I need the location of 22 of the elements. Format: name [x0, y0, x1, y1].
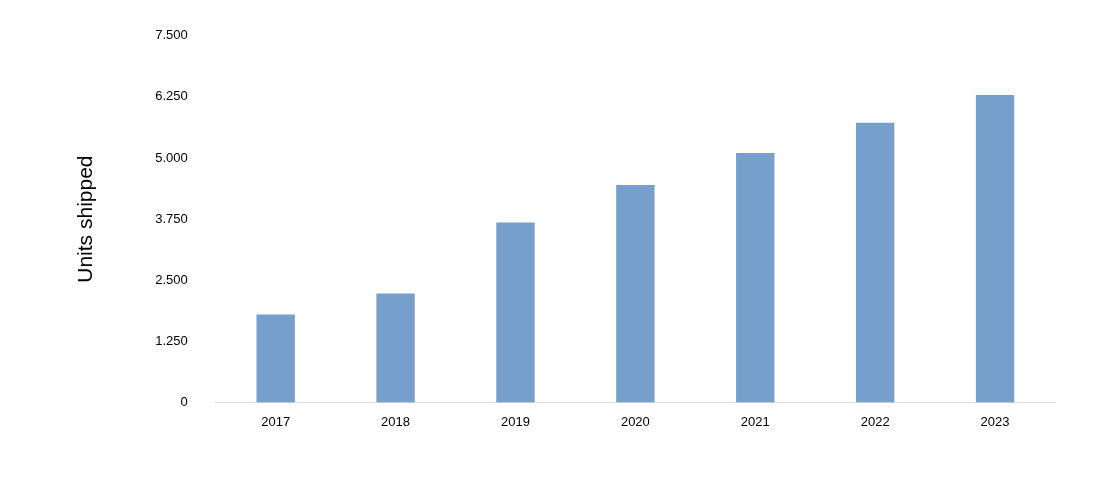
bar [616, 184, 655, 403]
y-tick-label: 7.500 [155, 27, 188, 43]
bar [975, 94, 1015, 403]
bar [855, 122, 895, 403]
bar [496, 222, 535, 403]
bar [736, 153, 775, 403]
y-tick-label: 2.500 [155, 271, 188, 287]
x-tick-label: 2023 [980, 413, 1010, 429]
y-tick-label: 0 [180, 393, 188, 409]
bar [256, 314, 295, 403]
x-tick-label: 2018 [381, 413, 411, 429]
x-tick-label: 2022 [860, 413, 890, 429]
y-axis-title: Units shipped [73, 155, 97, 283]
y-tick-label: 5.000 [155, 149, 188, 165]
x-tick-label: 2017 [261, 413, 291, 429]
y-tick-label: 6.250 [155, 88, 188, 104]
x-tick-label: 2021 [740, 413, 770, 429]
y-tick-label: 1.250 [155, 332, 188, 348]
bar [376, 293, 415, 403]
x-tick-label: 2019 [501, 413, 530, 429]
y-tick-label: 3.750 [155, 210, 188, 226]
x-tick-label: 2020 [620, 413, 650, 429]
